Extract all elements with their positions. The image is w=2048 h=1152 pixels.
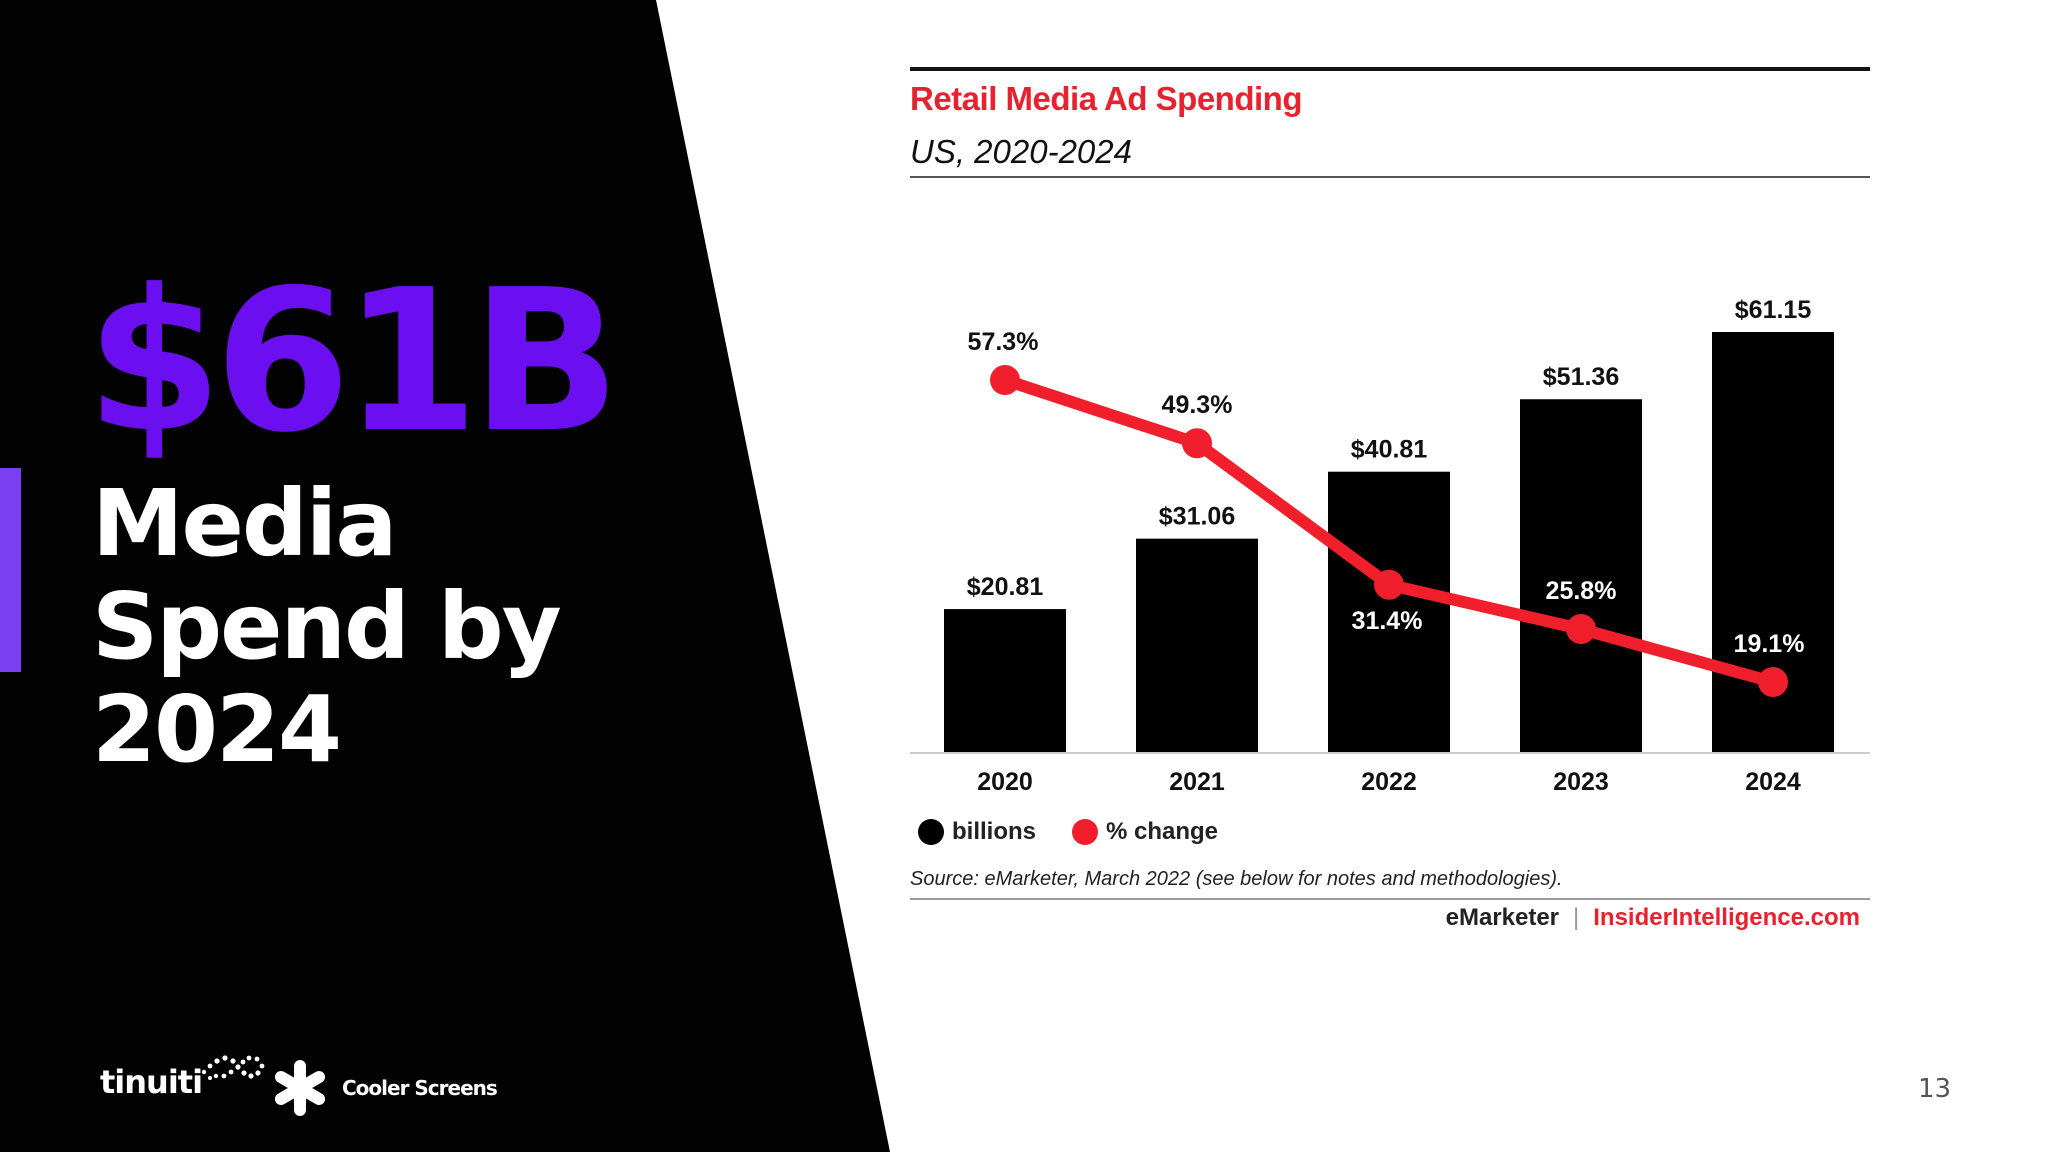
chart-subtitle: US, 2020-2024 (910, 133, 1132, 170)
bar-label-2022: $40.81 (1351, 436, 1428, 464)
asterisk-icon (274, 1060, 326, 1116)
x-tick-label-2021: 2021 (1169, 768, 1225, 796)
tinuiti-logo-text: tinuiti (100, 1063, 203, 1101)
legend-label-billions: billions (952, 818, 1036, 845)
x-tick-label-2022: 2022 (1361, 768, 1417, 796)
bar-2021 (1136, 538, 1258, 752)
tinuiti-logo: tinuiti (100, 1048, 268, 1098)
pct-label-2022: 31.4% (1352, 607, 1423, 635)
bar-label-2020: $20.81 (967, 573, 1044, 601)
brand-separator: | (1573, 904, 1580, 931)
pct-point-2024 (1758, 667, 1788, 697)
tinuiti-dots-icon (201, 1055, 265, 1080)
pct-label-2024: 19.1% (1734, 630, 1805, 658)
legend-swatch-pct-change (1072, 819, 1098, 845)
pct-point-2022 (1374, 569, 1404, 600)
pct-label-2023: 25.8% (1546, 577, 1617, 605)
chart-legend: billions % change (918, 818, 1254, 846)
brand-emarketer: eMarketer (1445, 904, 1560, 931)
bar-2022 (1328, 471, 1450, 752)
legend-swatch-billions (918, 819, 944, 845)
accent-bar (0, 468, 21, 672)
pct-point-2021 (1182, 428, 1212, 459)
bar-2020 (944, 609, 1066, 752)
bar-label-2021: $31.06 (1159, 503, 1235, 531)
chart-title: Retail Media Ad Spending (910, 80, 1302, 117)
source-rule (910, 898, 1870, 900)
bar-2023 (1520, 399, 1642, 752)
headline-subtitle: Media Spend by 2024 (92, 470, 562, 783)
legend-item-billions: billions (918, 818, 1036, 846)
legend-label-pct-change: % change (1106, 818, 1219, 845)
pct-point-2020 (990, 365, 1020, 395)
legend-item-pct-change: % change (1072, 818, 1218, 846)
chart-top-rule (910, 67, 1870, 71)
cooler-screens-logo: Cooler Screens (270, 1058, 498, 1118)
brand-insider-intelligence[interactable]: InsiderIntelligence.com (1593, 904, 1860, 931)
chart-source: Source: eMarketer, March 2022 (see below… (910, 868, 1563, 890)
x-tick-label-2024: 2024 (1745, 768, 1801, 796)
x-tick-label-2023: 2023 (1553, 768, 1609, 796)
cooler-screens-text: Cooler Screens (342, 1076, 498, 1100)
headline-amount: $61B (86, 248, 621, 476)
page-number: 13 (1918, 1074, 1952, 1104)
bar-label-2023: $51.36 (1543, 363, 1619, 391)
pct-point-2023 (1566, 614, 1596, 645)
pct-label-2021: 49.3% (1162, 391, 1233, 419)
chart-subtitle-rule (910, 176, 1870, 178)
bar-label-2024: $61.15 (1735, 296, 1812, 324)
chart-brand-footer: eMarketer | InsiderIntelligence.com (1300, 904, 1860, 932)
x-tick-label-2020: 2020 (977, 768, 1033, 796)
pct-label-2020: 57.3% (968, 328, 1039, 356)
